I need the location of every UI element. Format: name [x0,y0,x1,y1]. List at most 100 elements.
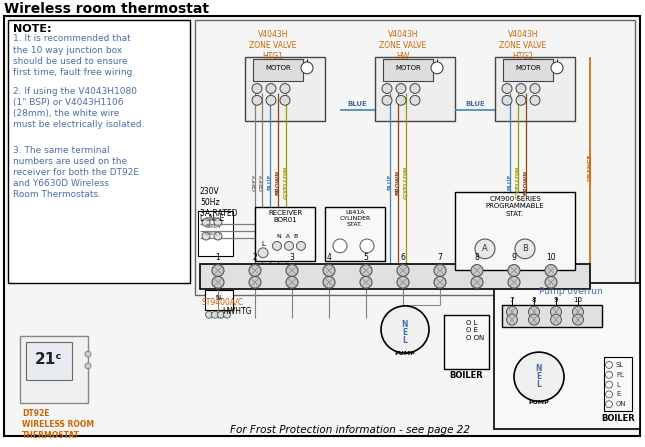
Circle shape [434,265,446,276]
Text: E: E [616,392,620,397]
Text: GREY: GREY [205,224,223,229]
Text: BLUE: BLUE [268,174,272,190]
Circle shape [431,62,443,74]
Text: N-: N- [215,295,223,301]
Text: G/YELLOW: G/YELLOW [404,165,408,199]
Text: 5: 5 [364,253,368,261]
Text: L641A
CYLINDER
STAT.: L641A CYLINDER STAT. [339,210,371,227]
Circle shape [550,306,562,317]
Bar [495,57,575,121]
Text: 230V
50Hz
3A RATED: 230V 50Hz 3A RATED [200,187,237,218]
Text: 4: 4 [326,253,332,261]
Circle shape [224,311,230,318]
Text: V4043H
ZONE VALVE
HTG2: V4043H ZONE VALVE HTG2 [499,30,547,61]
Circle shape [360,265,372,276]
Circle shape [471,265,483,276]
Circle shape [530,84,540,93]
Text: G/YELLOW: G/YELLOW [515,165,521,199]
Circle shape [396,95,406,105]
Circle shape [258,248,268,258]
Circle shape [249,276,261,288]
Text: V4043H
ZONE VALVE
HW: V4043H ZONE VALVE HW [379,30,427,61]
Text: L: L [537,380,541,389]
Text: PUMP: PUMP [395,351,415,356]
Text: BOILER: BOILER [601,414,635,423]
Circle shape [252,84,262,93]
Bar [245,57,325,121]
Text: MOTOR: MOTOR [265,65,291,71]
Circle shape [382,84,392,93]
Bar [455,192,575,270]
Circle shape [297,241,306,250]
Circle shape [502,84,512,93]
Bar [8,20,190,283]
Bar [255,207,315,261]
Circle shape [323,276,335,288]
Text: B: B [522,245,528,253]
Text: L  N  E: L N E [200,215,224,224]
Text: BROWN: BROWN [524,169,528,194]
Circle shape [475,239,495,259]
Text: 7: 7 [437,253,442,261]
Text: BOILER: BOILER [449,371,483,380]
Circle shape [217,311,224,318]
Circle shape [471,276,483,288]
Bar [205,290,233,310]
Text: PL: PL [616,372,624,378]
Circle shape [202,232,210,240]
Text: BROWN: BROWN [395,169,401,194]
Bar [375,57,455,121]
Text: 9: 9 [511,253,517,261]
Circle shape [301,62,313,74]
Text: N: N [402,320,408,329]
Bar [604,357,632,411]
Bar [20,337,88,403]
Text: GREY: GREY [205,217,223,222]
Circle shape [280,95,290,105]
Circle shape [323,265,335,276]
Text: BROWN: BROWN [275,169,281,194]
Circle shape [434,276,446,288]
Text: O L
O E
O ON: O L O E O ON [466,320,484,341]
Circle shape [573,314,584,325]
Bar [503,59,553,80]
Text: L: L [261,241,265,247]
Text: GREY: GREY [259,173,264,191]
Circle shape [506,306,517,317]
Text: For Frost Protection information - see page 22: For Frost Protection information - see p… [230,425,470,435]
Circle shape [266,95,276,105]
Circle shape [515,239,535,259]
Bar [383,59,433,80]
Circle shape [551,62,563,74]
Text: L: L [616,382,620,388]
Circle shape [530,95,540,105]
Circle shape [381,306,429,353]
Circle shape [606,362,613,368]
Text: 3. The same terminal
numbers are used on the
receiver for both the DT92E
and Y66: 3. The same terminal numbers are used on… [13,146,139,199]
Text: MOTOR: MOTOR [395,65,421,71]
Text: N  A  B: N A B [277,234,298,239]
Text: 21ᶜ: 21ᶜ [35,352,63,367]
Text: 7: 7 [510,297,514,303]
Bar [26,342,72,380]
Circle shape [272,241,281,250]
Text: 2. If using the V4043H1080
(1" BSP) or V4043H1106
(28mm), the white wire
must be: 2. If using the V4043H1080 (1" BSP) or V… [13,87,144,129]
Text: 3: 3 [290,253,294,261]
Circle shape [266,84,276,93]
Circle shape [212,311,219,318]
Circle shape [410,95,420,105]
Circle shape [202,219,210,226]
Circle shape [212,265,224,276]
Text: PUMP: PUMP [529,401,550,405]
Text: GREY: GREY [252,173,257,191]
Circle shape [249,265,261,276]
Text: G/YELLOW: G/YELLOW [284,165,288,199]
Text: 8: 8 [475,253,479,261]
Text: Pump overrun: Pump overrun [539,287,602,296]
Circle shape [606,381,613,388]
Bar [200,264,590,289]
Text: BLUE: BLUE [347,101,367,107]
Text: V4043H
ZONE VALVE
HTG1: V4043H ZONE VALVE HTG1 [250,30,297,61]
Circle shape [528,306,539,317]
Circle shape [545,265,557,276]
